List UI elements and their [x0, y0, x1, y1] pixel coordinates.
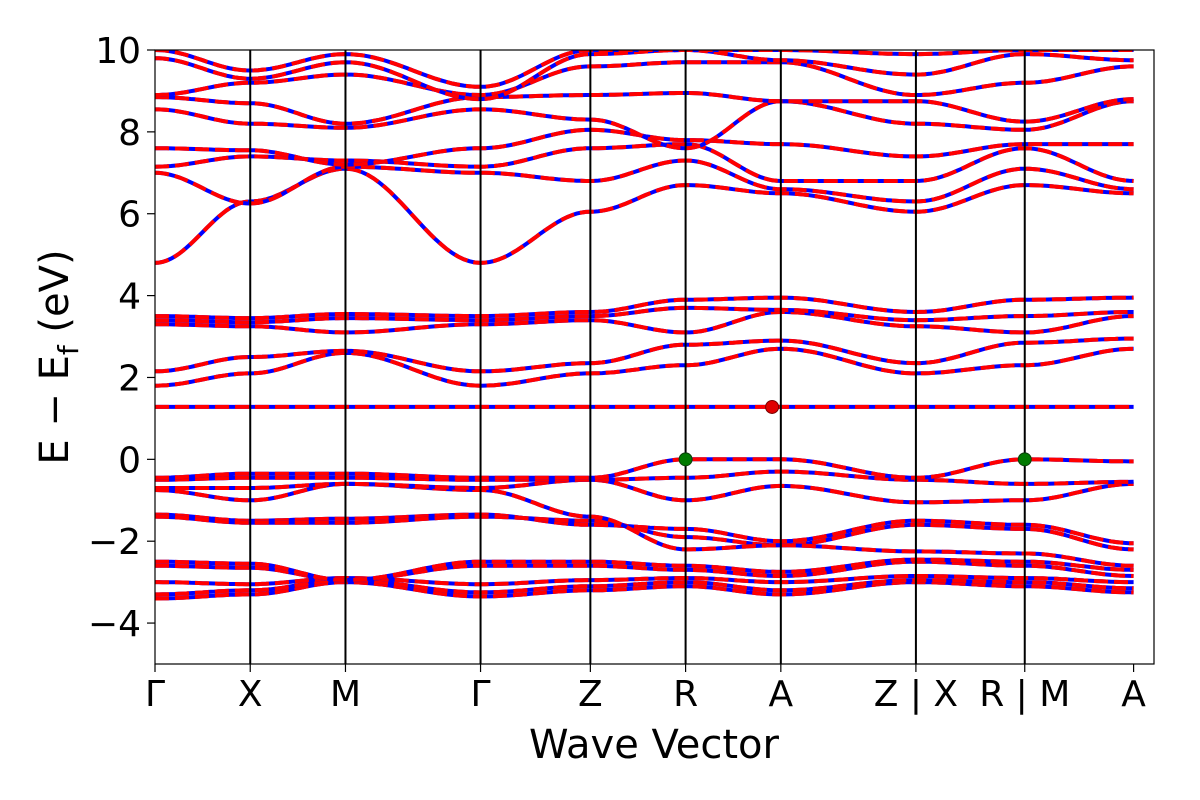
- x-tick-label: Z | X: [874, 674, 958, 715]
- band-line-1-spin-up: [155, 578, 1134, 597]
- vbm-marker: [678, 452, 693, 467]
- band-line-24-spin-up: [155, 50, 1134, 102]
- y-axis-title: E − Ef (eV): [32, 249, 85, 464]
- y-axis-title-main: E − E: [32, 355, 78, 465]
- band-line-23-spin-up: [155, 60, 1134, 98]
- y-axis-title-unit: (eV): [32, 249, 78, 345]
- band-line-2-spin-up: [155, 574, 1134, 587]
- y-axis-title-subscript: f: [52, 344, 85, 355]
- x-tick-label: Γ: [471, 674, 491, 715]
- x-tick-label: A: [769, 674, 794, 715]
- band-line-9-spin-up: [155, 469, 1134, 486]
- x-tick-label: X: [238, 674, 263, 715]
- extrema-markers: [678, 399, 1032, 467]
- band-line-21-spin-up: [155, 99, 1134, 151]
- vbm-marker: [1017, 452, 1032, 467]
- x-tick-label: A: [1121, 674, 1146, 715]
- band-line-4-spin-up: [155, 557, 1134, 583]
- band-line-25-spin-up: [155, 50, 1134, 89]
- y-tick-label: −4: [88, 604, 141, 645]
- x-axis-title: Wave Vector: [529, 722, 780, 768]
- kpoint-lines: [249, 50, 1026, 664]
- band-lines: [155, 50, 1134, 601]
- band-line-14-spin-up: [155, 310, 1134, 335]
- x-tick-label: M: [330, 674, 361, 715]
- band-line-22-spin-down: [155, 91, 1134, 126]
- y-tick-label: 2: [118, 358, 141, 399]
- band-line-22-spin-up: [155, 91, 1134, 126]
- plot-frame: [154, 49, 1155, 665]
- x-tick-label: R | M: [979, 674, 1070, 715]
- x-tick-label: Z: [578, 674, 603, 715]
- band-line-18-spin-up: [155, 158, 1134, 206]
- x-tick-label: R: [673, 674, 698, 715]
- cbm-marker: [765, 399, 780, 414]
- band-line-16-spin-up: [155, 295, 1134, 321]
- band-line-12-spin-up: [155, 346, 1134, 388]
- y-tick-label: −2: [88, 522, 141, 563]
- y-tick-label: 4: [118, 277, 141, 318]
- band-line-24-spin-down: [155, 50, 1134, 102]
- x-tick-label: Γ: [145, 674, 165, 715]
- band-line-10-spin-up: [155, 457, 1134, 480]
- y-axis: −4 −2 0 2 4 6 8 10: [88, 31, 155, 645]
- band-line-15-spin-up: [155, 305, 1134, 325]
- y-tick-label: 6: [118, 195, 141, 236]
- band-line-0-spin-up: [155, 580, 1134, 601]
- band-line-13-spin-up: [155, 336, 1134, 374]
- y-tick-label: 8: [118, 113, 141, 154]
- x-axis: Γ X M Γ Z R A Z | X R | M A: [145, 664, 1146, 715]
- band-line-6-spin-up: [155, 514, 1134, 552]
- y-tick-label: 0: [118, 440, 141, 481]
- band-line-8-spin-up: [155, 477, 1134, 505]
- y-tick-label: 10: [95, 31, 141, 72]
- band-line-7-spin-up: [155, 481, 1134, 568]
